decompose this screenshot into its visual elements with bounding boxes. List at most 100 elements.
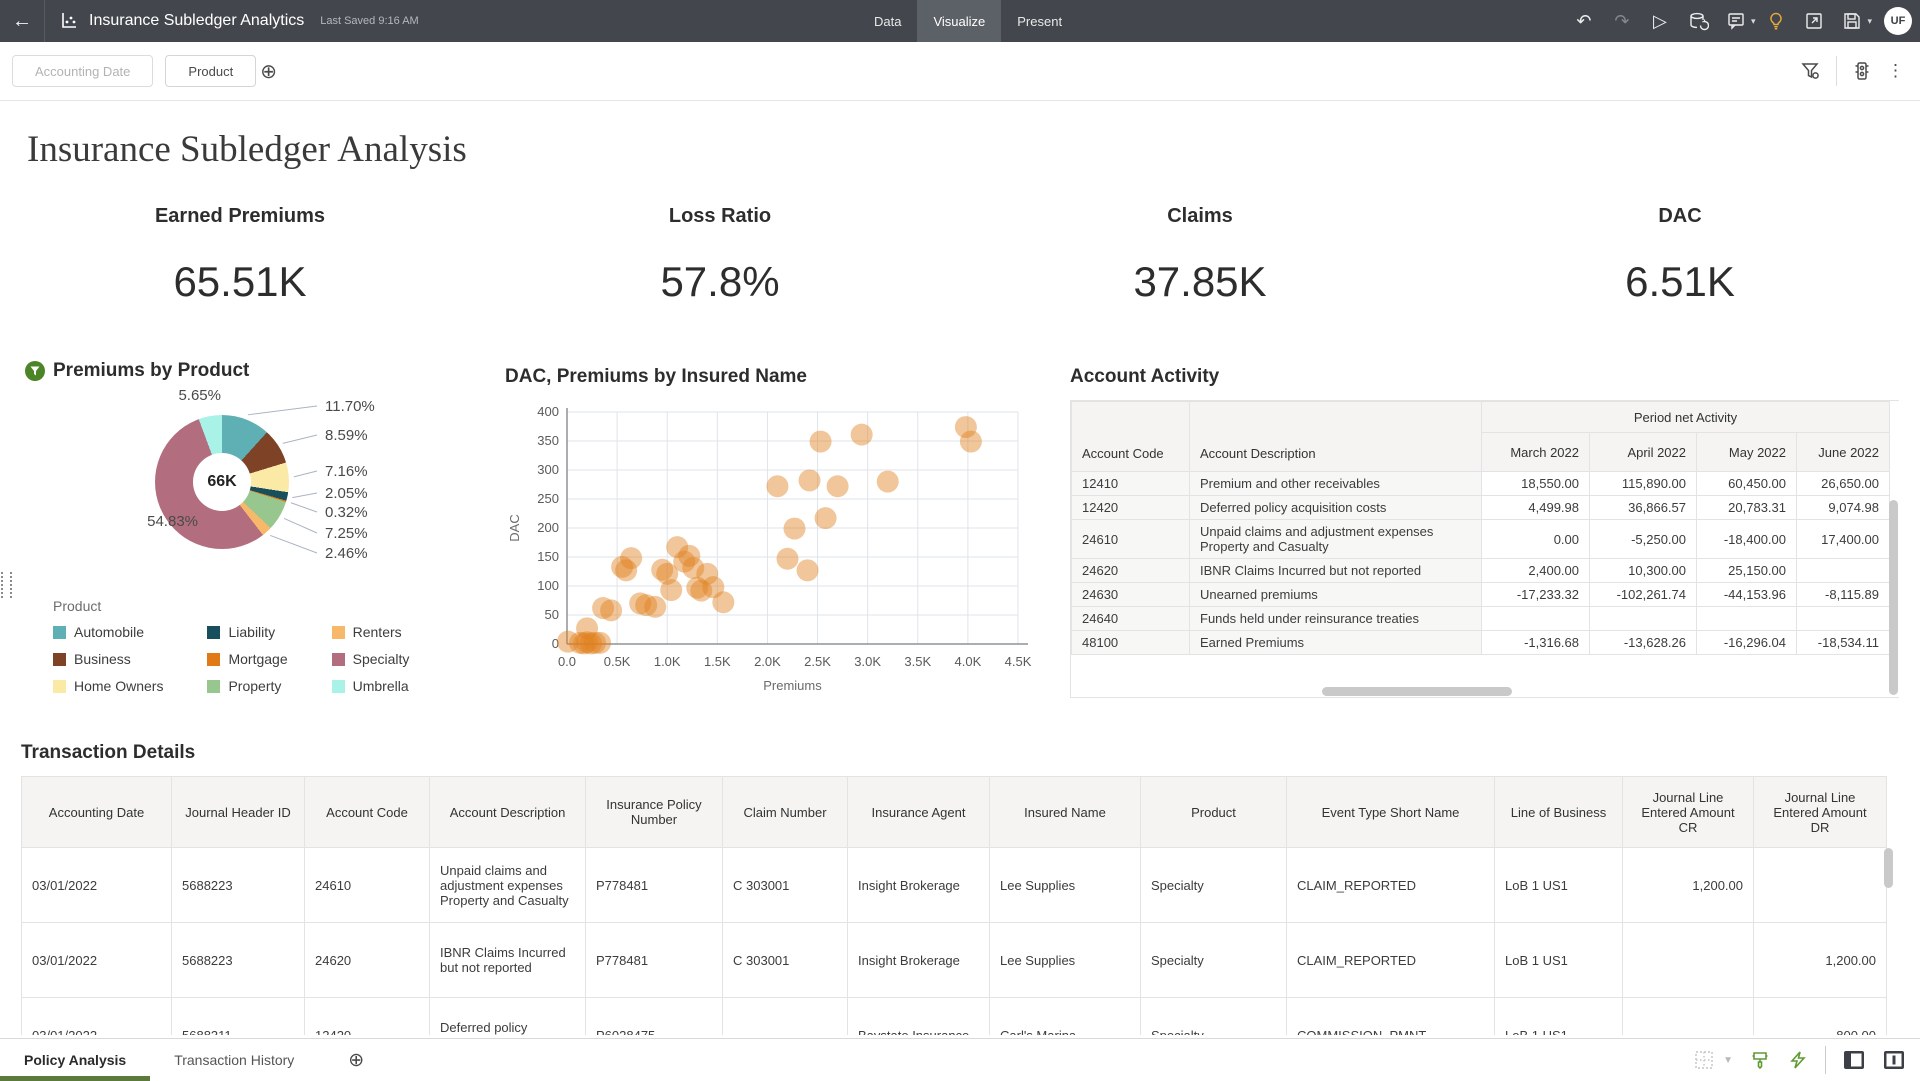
scatter-point[interactable] [959, 430, 982, 453]
user-avatar[interactable]: UF [1884, 7, 1912, 35]
refresh-data-icon[interactable] [1681, 4, 1715, 38]
column-header[interactable]: Account Description [429, 776, 586, 848]
scatter-point[interactable] [557, 630, 580, 653]
scatter-point[interactable] [580, 632, 603, 655]
column-header[interactable]: Insurance Policy Number [585, 776, 723, 848]
table-row[interactable]: 24620 IBNR Claims Incurred but not report… [1071, 558, 1890, 583]
column-header[interactable]: Journal Line Entered Amount DR [1753, 776, 1887, 848]
scatter-point[interactable] [766, 475, 789, 498]
vertical-scrollbar[interactable] [1884, 848, 1893, 888]
legend-item[interactable]: Liability [207, 624, 287, 640]
scatter-point[interactable] [850, 423, 873, 446]
scatter-point[interactable] [576, 617, 599, 640]
scatter-point[interactable] [651, 558, 674, 581]
panel-drag-handle[interactable] [1, 572, 12, 598]
scatter-point[interactable] [592, 597, 615, 620]
insights-bulb-icon[interactable] [1759, 4, 1793, 38]
comments-caret-icon[interactable]: ▾ [1750, 15, 1756, 26]
scatter-point[interactable] [809, 430, 832, 453]
column-header[interactable]: Journal Header ID [171, 776, 305, 848]
scatter-point[interactable] [690, 579, 713, 602]
scatter-point[interactable] [576, 631, 599, 654]
column-header[interactable]: Insurance Agent [847, 776, 990, 848]
kpi-tile[interactable]: Earned Premiums 65.51K [0, 205, 480, 306]
tab-data[interactable]: Data [874, 13, 902, 29]
scatter-point[interactable] [635, 594, 658, 617]
tab-visualize[interactable]: Visualize [917, 0, 1002, 42]
save-caret-icon[interactable]: ▾ [1867, 15, 1872, 26]
scatter-point[interactable] [798, 469, 821, 492]
vertical-scrollbar[interactable] [1889, 500, 1898, 695]
scatter-point[interactable] [584, 631, 607, 654]
scatter-point[interactable] [660, 579, 683, 602]
auto-insights-icon[interactable] [1787, 1049, 1809, 1071]
column-header[interactable]: Accounting Date [21, 776, 172, 848]
donut-chart[interactable]: 66K [155, 415, 289, 549]
column-header[interactable]: Account Description [1189, 401, 1482, 472]
legend-item[interactable]: Specialty [331, 651, 409, 667]
scatter-point[interactable] [573, 632, 596, 655]
column-header[interactable]: Journal Line Entered Amount CR [1622, 776, 1754, 848]
group-header[interactable]: Period net Activity [1481, 401, 1890, 433]
column-header[interactable]: Account Code [1071, 401, 1190, 472]
kebab-menu-icon[interactable]: ⋮ [1887, 61, 1904, 80]
scatter-point[interactable] [600, 599, 623, 622]
scatter-chart[interactable]: 0.0 0.5K 1.0K 1.5K 2.0K 2.5K 3.0K 3.5K 4.0K 4.5K 0… [505, 360, 1050, 705]
scatter-point[interactable] [644, 595, 667, 618]
style-brush-icon[interactable] [1749, 1049, 1771, 1071]
scatter-point[interactable] [776, 547, 799, 570]
scatter-point[interactable] [696, 562, 719, 585]
comments-icon[interactable] [1719, 4, 1753, 38]
column-header[interactable]: Insured Name [989, 776, 1141, 848]
scatter-point[interactable] [712, 591, 735, 614]
save-icon[interactable] [1835, 4, 1869, 38]
export-icon[interactable] [1797, 4, 1831, 38]
column-header[interactable]: Claim Number [722, 776, 848, 848]
scatter-point[interactable] [876, 470, 899, 493]
canvas-layout-icon[interactable] [1693, 1049, 1715, 1071]
legend-item[interactable]: Business [53, 651, 163, 667]
preview-play-icon[interactable]: ▷ [1653, 10, 1667, 31]
scatter-point[interactable] [686, 576, 709, 599]
column-header[interactable]: March 2022 [1481, 432, 1590, 472]
conditional-format-icon[interactable] [1851, 60, 1873, 82]
table-row[interactable]: 03/01/2022 5688223 24620 IBNR Claims Incurr… [21, 922, 1887, 998]
table-row[interactable]: 24610 Unpaid claims and adjustment expens… [1071, 519, 1890, 559]
canvas-tab-policy-analysis[interactable]: Policy Analysis [0, 1039, 151, 1081]
column-header[interactable]: Line of Business [1494, 776, 1623, 848]
legend-item[interactable]: Home Owners [53, 678, 163, 694]
scatter-point[interactable] [569, 631, 592, 654]
column-header[interactable]: Event Type Short Name [1286, 776, 1495, 848]
scatter-point[interactable] [615, 559, 638, 582]
column-header[interactable]: Product [1140, 776, 1287, 848]
canvas-layout-caret-icon[interactable]: ▼ [1723, 1054, 1733, 1066]
column-header[interactable]: May 2022 [1696, 432, 1797, 472]
kpi-tile[interactable]: Loss Ratio 57.8% [480, 205, 960, 306]
panel-right-toggle-icon[interactable] [1882, 1048, 1906, 1072]
legend-item[interactable]: Renters [331, 624, 410, 640]
legend-item[interactable]: Umbrella [331, 678, 410, 694]
table-row[interactable]: 12420 Deferred policy acquisition costs 4,… [1071, 495, 1890, 520]
horizontal-scrollbar[interactable] [1322, 687, 1512, 696]
add-canvas-icon[interactable]: ⊕ [348, 1049, 365, 1071]
scatter-point[interactable] [620, 547, 643, 570]
table-row[interactable]: 12410 Premium and other receivables 18,550… [1071, 471, 1890, 496]
scatter-point[interactable] [656, 562, 679, 585]
table-row[interactable]: 03/01/2022 5688223 24610 Unpaid claims and … [21, 847, 1887, 923]
kpi-tile[interactable]: Claims 37.85K [960, 205, 1440, 306]
filter-applied-icon[interactable] [25, 361, 45, 381]
legend-item[interactable]: Automobile [53, 624, 163, 640]
scatter-point[interactable] [678, 544, 701, 567]
legend-item[interactable]: Mortgage [207, 651, 288, 667]
column-header[interactable]: June 2022 [1796, 432, 1890, 472]
back-button[interactable]: ← [12, 9, 32, 32]
column-header[interactable]: April 2022 [1589, 432, 1697, 472]
scatter-point[interactable] [666, 536, 689, 559]
scatter-point[interactable] [611, 555, 634, 578]
scatter-point[interactable] [954, 416, 977, 439]
scatter-point[interactable] [702, 576, 725, 599]
scatter-point[interactable] [682, 557, 705, 580]
scatter-point[interactable] [589, 631, 612, 654]
undo-icon[interactable]: ↶ [1576, 10, 1592, 31]
kpi-tile[interactable]: DAC 6.51K [1440, 205, 1920, 306]
